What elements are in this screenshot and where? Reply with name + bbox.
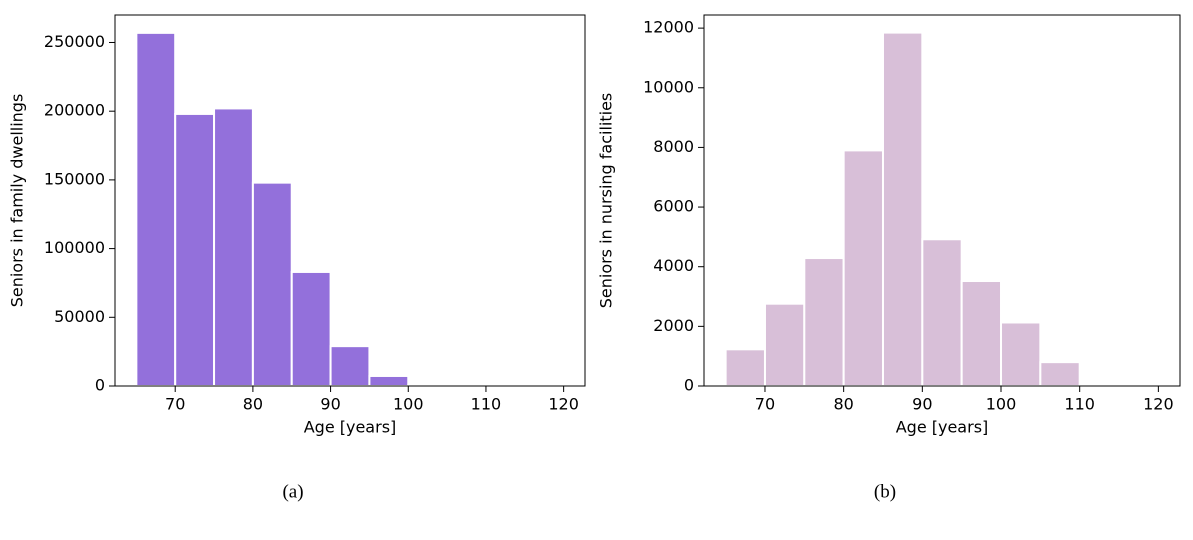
bar (175, 114, 214, 386)
x-tick-label: 110 (1064, 395, 1095, 414)
y-tick-label: 12000 (643, 18, 694, 37)
x-tick-label: 100 (393, 395, 424, 414)
x-tick-label: 90 (912, 395, 932, 414)
bar (214, 108, 253, 386)
x-axis-label: Age [years] (304, 418, 397, 437)
y-axis-label: Seniors in family dwellings (8, 94, 27, 308)
x-tick-label: 70 (165, 395, 185, 414)
bar (1040, 362, 1079, 386)
bar (765, 304, 804, 386)
bar (922, 239, 961, 386)
y-tick-label: 200000 (44, 101, 105, 120)
y-tick-label: 50000 (54, 307, 105, 326)
x-tick-label: 120 (548, 395, 579, 414)
y-tick-label: 6000 (653, 197, 694, 216)
bar (1001, 322, 1040, 386)
x-tick-label: 80 (833, 395, 853, 414)
bar (253, 183, 292, 386)
y-tick-label: 4000 (653, 256, 694, 275)
y-tick-label: 150000 (44, 169, 105, 188)
bar (844, 150, 883, 386)
y-tick-label: 8000 (653, 137, 694, 156)
bar (962, 281, 1001, 386)
y-tick-label: 0 (95, 376, 105, 395)
y-tick-label: 250000 (44, 32, 105, 51)
x-tick-label: 90 (320, 395, 340, 414)
x-axis-label: Age [years] (896, 418, 989, 437)
bar (331, 346, 370, 386)
y-tick-label: 0 (684, 376, 694, 395)
subfigure-caption: (b) (874, 481, 896, 502)
x-tick-label: 80 (243, 395, 263, 414)
bar (136, 33, 175, 386)
y-tick-label: 2000 (653, 316, 694, 335)
x-tick-label: 100 (986, 395, 1017, 414)
x-tick-label: 70 (755, 395, 775, 414)
x-tick-label: 110 (471, 395, 502, 414)
bar (883, 33, 922, 386)
subfigure-caption: (a) (282, 481, 303, 502)
y-tick-label: 100000 (44, 238, 105, 257)
bar (804, 258, 843, 386)
x-tick-label: 120 (1143, 395, 1174, 414)
bar (292, 272, 331, 386)
bar (369, 376, 408, 386)
bar (726, 349, 765, 386)
y-tick-label: 10000 (643, 77, 694, 96)
y-axis-label: Seniors in nursing facilities (597, 93, 616, 309)
